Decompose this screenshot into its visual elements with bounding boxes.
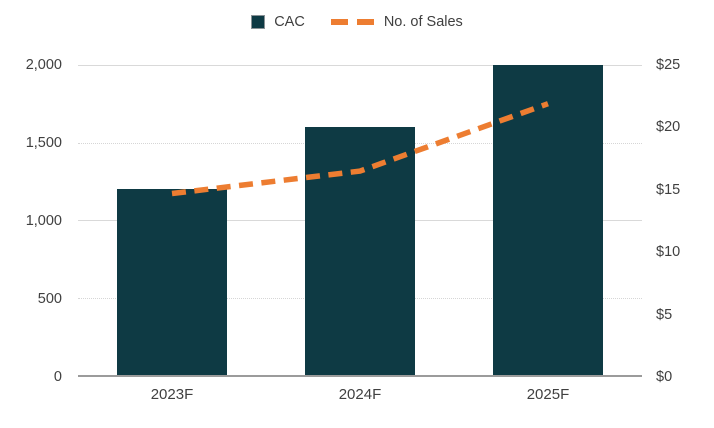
plot-area <box>78 65 642 377</box>
right-axis-tick: $5 <box>656 306 673 323</box>
left-axis-tick: 2,000 <box>25 57 62 73</box>
right-axis-tick: $10 <box>656 244 681 261</box>
x-axis-label-2023f: 2023F <box>150 386 194 403</box>
legend-cac-label: CAC <box>274 14 305 30</box>
legend-item-cac: CAC <box>251 14 305 30</box>
cac-swatch-icon <box>251 15 266 29</box>
x-axis: 2023F 2024F 2025F <box>78 386 642 403</box>
bar-2023f <box>117 189 227 375</box>
right-axis-tick: $0 <box>656 369 673 385</box>
sales-line <box>171 101 549 197</box>
gridline-2000 <box>78 65 642 66</box>
legend: CAC No. of Sales <box>0 14 714 30</box>
left-axis-tick: 0 <box>53 369 62 385</box>
sales-dash-icon <box>330 19 375 25</box>
legend-sales-label: No. of Sales <box>383 14 463 30</box>
sales-line-path <box>171 101 549 197</box>
left-axis-tick: 500 <box>37 291 62 307</box>
bar-slot <box>78 65 266 375</box>
left-axis-tick: 1,000 <box>25 213 62 229</box>
right-axis-tick: $15 <box>656 181 681 198</box>
x-axis-label-2025f: 2025F <box>526 386 570 403</box>
x-axis-label-2024f: 2024F <box>338 386 382 403</box>
right-axis-tick: $25 <box>656 57 681 73</box>
legend-item-sales: No. of Sales <box>330 14 463 30</box>
left-axis-tick: 1,500 <box>25 135 62 151</box>
right-axis-tick: $20 <box>656 119 681 136</box>
